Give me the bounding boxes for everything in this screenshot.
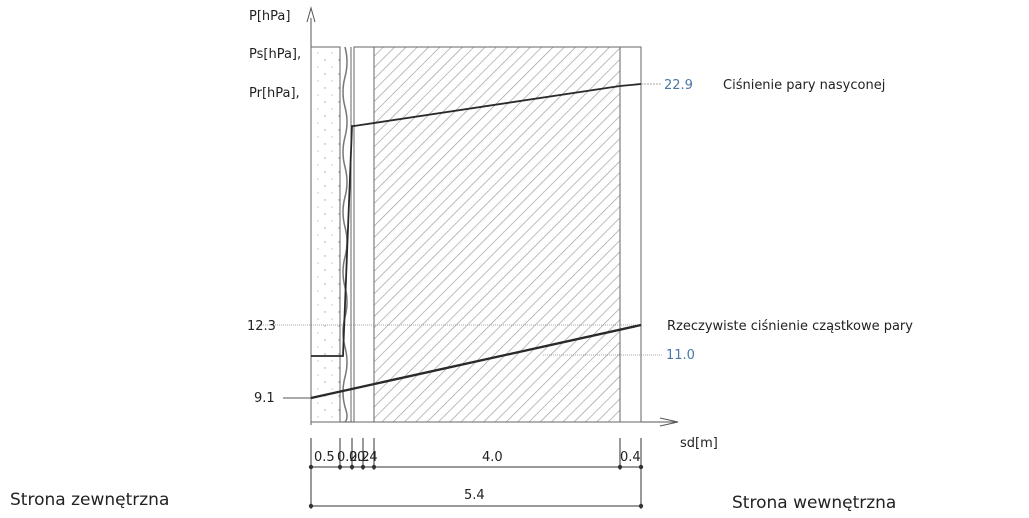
reference-lines <box>255 83 662 399</box>
tick-12-3: 12.3 <box>247 319 276 334</box>
label-saturated: Ciśnienie pary nasyconej <box>723 78 885 93</box>
label-actual: Rzeczywiste ciśnienie cząstkowe pary <box>667 319 913 334</box>
y-label-p: P[hPa] <box>249 9 290 24</box>
layer-sd-4: 0.4 <box>357 450 378 465</box>
layer-insulation-wavy <box>342 46 348 423</box>
tick-11-0: 11.0 <box>666 348 695 363</box>
layer-sd-3: 0.2 <box>349 450 370 465</box>
dimension-layer-ticks <box>308 464 644 470</box>
wall-section <box>310 46 642 423</box>
label-inside: Strona wewnętrzna <box>732 493 896 513</box>
tick-22-9: 22.9 <box>664 78 693 93</box>
layer-inner <box>619 46 642 423</box>
layer-sd-5: 4.0 <box>482 450 503 465</box>
y-label-pr: Pr[hPa], <box>249 86 300 101</box>
y-axis-label: P[hPa] Ps[hPa], Pr[hPa], <box>249 9 301 101</box>
tick-9-1: 9.1 <box>254 391 275 406</box>
layer-plaster-outer <box>310 46 341 423</box>
layer-sd-labels: 0.5 0.2 0.2 0.4 4.0 0.4 <box>314 450 641 465</box>
saturated-pressure-line <box>311 83 642 357</box>
layer-sd-6: 0.4 <box>620 450 641 465</box>
dimension-total <box>308 470 644 509</box>
layer-sd-1: 0.5 <box>314 450 335 465</box>
x-axis-label: sd[m] <box>680 436 718 451</box>
label-outside: Strona zewnętrzna <box>10 490 169 510</box>
actual-pressure-line <box>310 323 642 400</box>
dimension-layers <box>310 438 642 470</box>
layer-thin <box>353 46 375 423</box>
total-sd-label: 5.4 <box>464 488 485 503</box>
layer-hatched-main <box>373 46 621 423</box>
layer-sd-2: 0.2 <box>337 450 358 465</box>
y-label-ps: Ps[hPa], <box>249 47 301 62</box>
